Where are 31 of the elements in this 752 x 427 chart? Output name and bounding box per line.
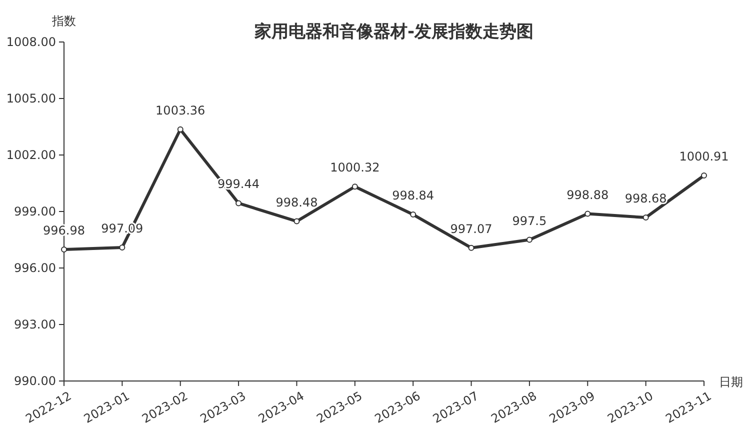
y-tick-label: 990.00 (14, 374, 56, 388)
data-label: 998.88 (566, 188, 609, 202)
data-label: 1000.32 (330, 160, 380, 175)
y-tick-label: 996.00 (14, 261, 56, 276)
x-axis-title: 日期 (719, 375, 743, 389)
point (468, 244, 474, 251)
chart-title: 家用电器和音像器材-发展指数走势图 (253, 22, 534, 42)
y-axis-title: 指数 (51, 14, 76, 28)
y-tick-label: 993.00 (14, 318, 56, 332)
point (236, 200, 242, 206)
data-label: 998.48 (276, 195, 318, 210)
data-label: 1000.91 (679, 150, 729, 164)
point (642, 214, 649, 221)
data-label: 1003.36 (156, 103, 206, 118)
point (119, 244, 126, 250)
y-tick-label: 1008.00 (6, 35, 56, 50)
data-label: 997.07 (450, 222, 492, 236)
point (352, 184, 358, 190)
y-tick-label: 1005.00 (6, 92, 56, 106)
y-tick-label: 999.00 (14, 204, 56, 219)
point (294, 218, 300, 224)
point (61, 246, 67, 253)
data-label: 997.5 (512, 214, 547, 228)
point (410, 212, 416, 218)
point (584, 210, 591, 217)
data-label: 998.84 (392, 188, 434, 203)
point (701, 172, 707, 179)
point (526, 236, 532, 243)
point (177, 126, 184, 132)
y-tick-label: 1002.00 (6, 148, 56, 162)
data-label: 998.68 (624, 192, 667, 206)
